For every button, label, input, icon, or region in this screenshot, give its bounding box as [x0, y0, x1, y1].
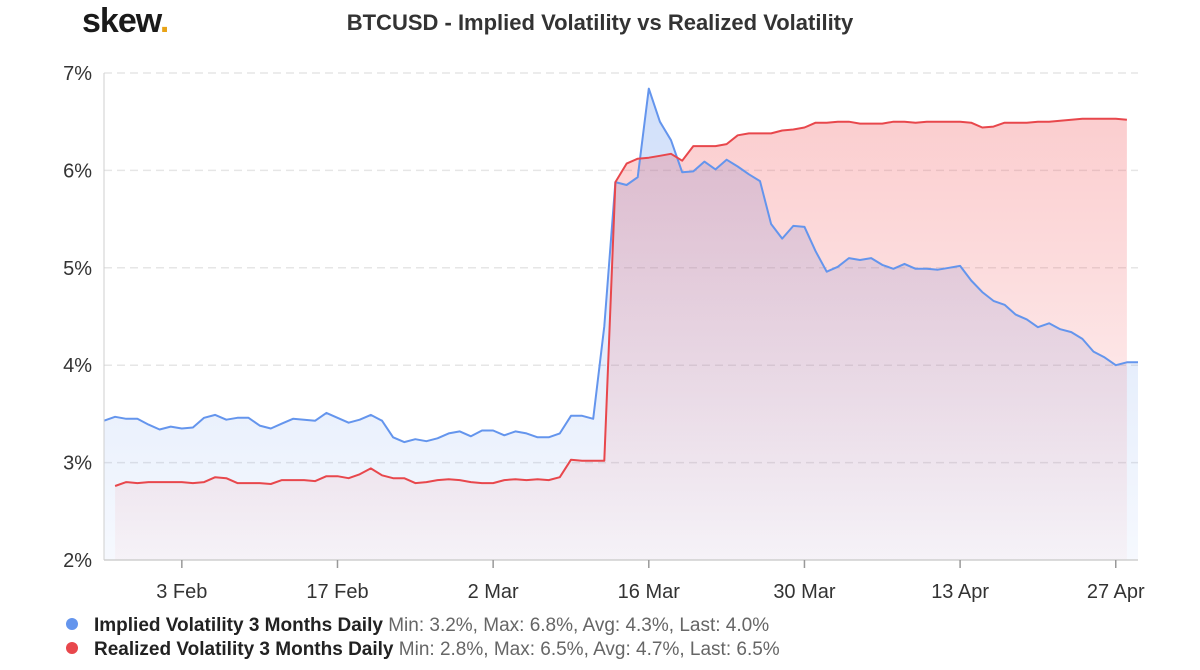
- implied-legend-dot: [66, 617, 78, 630]
- realized-line: [114, 117, 1127, 487]
- x-axis-ticks: 3 Feb 17 Feb 2 Mar 16 Mar 30 Mar 13 Apr 27 Apr: [156, 560, 1145, 603]
- x-tick-label: 13 Apr: [931, 581, 989, 603]
- x-tick-label: 27 Apr: [1087, 581, 1145, 603]
- y-axis-ticks: 2% 3% 4% 5% 6% 7%: [63, 63, 92, 572]
- axes: [103, 73, 1138, 561]
- x-tick-label: 3 Feb: [156, 581, 207, 603]
- y-tick-label: 6%: [63, 160, 92, 182]
- y-tick-label: 5%: [63, 258, 92, 280]
- y-tick-label: 7%: [63, 63, 92, 85]
- y-tick-label: 2%: [63, 550, 92, 572]
- y-tick-label: 3%: [63, 453, 92, 475]
- logo-text: skew: [82, 2, 161, 40]
- legend-stats-realized: Min: 2.8%, Max: 6.5%, Avg: 4.7%, Last: 6…: [398, 639, 780, 660]
- legend-item-implied[interactable]: Implied Volatility 3 Months Daily Min: 3…: [66, 615, 769, 637]
- series-areas: [104, 88, 1138, 561]
- legend-stats-implied: Min: 3.2%, Max: 6.8%, Avg: 4.3%, Last: 4…: [388, 615, 770, 636]
- series-lines: [103, 87, 1138, 487]
- implied-line: [103, 87, 1138, 444]
- chart-title: BTCUSD - Implied Volatility vs Realized …: [346, 10, 854, 35]
- realized-area: [115, 118, 1127, 561]
- legend-name-realized: Realized Volatility 3 Months Daily: [94, 639, 394, 660]
- x-tick-label: 30 Mar: [773, 581, 836, 603]
- x-tick-label: 2 Mar: [468, 581, 519, 603]
- skew-logo: skew.: [82, 2, 170, 41]
- legend-item-realized[interactable]: Realized Volatility 3 Months Daily Min: …: [66, 639, 780, 661]
- x-tick-label: 16 Mar: [618, 581, 681, 603]
- y-tick-label: 4%: [63, 355, 92, 377]
- logo-dot: .: [159, 2, 170, 40]
- legend-name-implied: Implied Volatility 3 Months Daily: [94, 615, 383, 636]
- volatility-chart: 2% 3% 4% 5% 6% 7% 3 Feb 17 Feb 2 Mar 16 Mar 30 Ma…: [63, 63, 1145, 603]
- realized-legend-dot: [66, 641, 78, 654]
- x-tick-label: 17 Feb: [306, 581, 368, 603]
